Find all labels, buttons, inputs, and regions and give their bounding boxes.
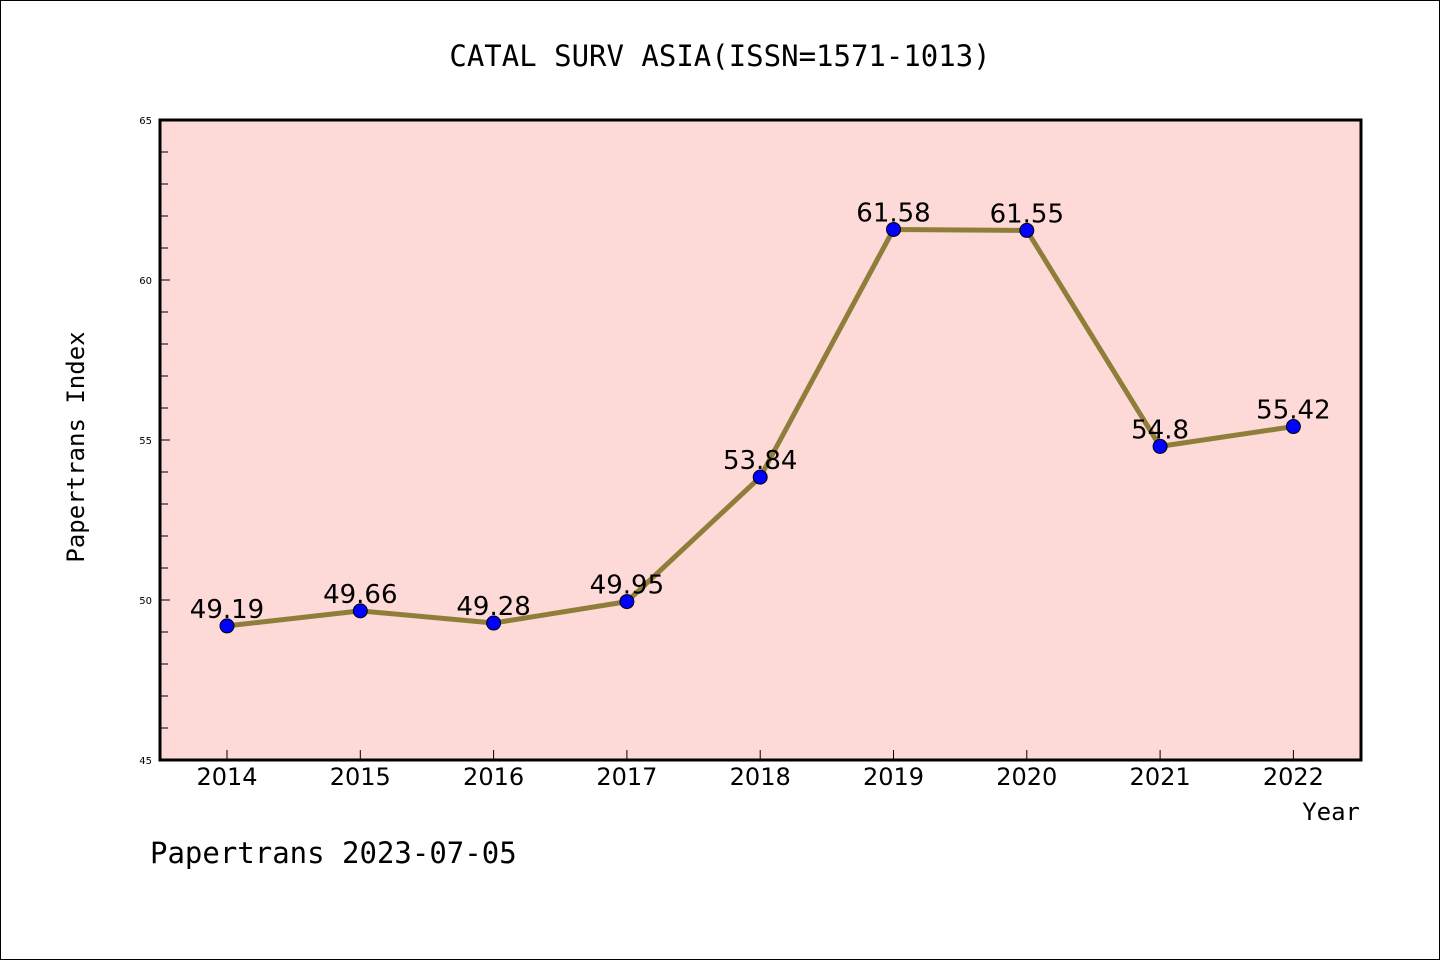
y-axis-label: Papertrans Index xyxy=(62,331,90,562)
data-point xyxy=(1285,419,1301,435)
data-point xyxy=(619,594,635,610)
series-line-group xyxy=(219,221,1301,634)
x-tick-label: 2018 xyxy=(730,763,791,791)
x-tick-label: 2020 xyxy=(996,763,1057,791)
x-tick-label: 2015 xyxy=(330,763,391,791)
x-tick-label: 2016 xyxy=(463,763,524,791)
data-label: 54.8 xyxy=(1131,415,1189,445)
y-tick-label: 60 xyxy=(139,276,152,287)
data-label-group: 49.19 49.66 49.28 49.95 53.84 61.58 61.55 54.8 5… xyxy=(190,198,1331,624)
data-label: 55.42 xyxy=(1256,396,1330,426)
data-point xyxy=(1019,222,1035,238)
x-tick-label: 2019 xyxy=(863,763,924,791)
x-tick-label: 2014 xyxy=(196,763,257,791)
data-label: 49.19 xyxy=(190,595,264,625)
data-point xyxy=(752,469,768,485)
data-label: 61.58 xyxy=(856,198,930,228)
data-label: 49.95 xyxy=(590,571,664,601)
data-label: 53.84 xyxy=(723,446,797,476)
x-tick-label: 2022 xyxy=(1263,763,1324,791)
x-axis-label: Year xyxy=(1302,798,1360,826)
data-label: 61.55 xyxy=(990,199,1064,229)
footer-text: Papertrans 2023-07-05 xyxy=(150,836,517,870)
x-axis-ticks: 2014 2015 2016 2017 2018 2019 2020 2021 2022 xyxy=(196,750,1324,791)
data-point xyxy=(1152,438,1168,454)
y-tick-label: 45 xyxy=(139,756,152,767)
data-point xyxy=(219,618,235,634)
data-point xyxy=(352,603,368,619)
y-tick-label: 55 xyxy=(139,436,152,447)
data-point xyxy=(886,221,901,237)
chart-title: CATAL SURV ASIA(ISSN=1571-1013) xyxy=(449,39,990,73)
y-axis-ticks: 45 50 55 60 65 xyxy=(139,116,170,767)
x-tick-label: 2021 xyxy=(1130,763,1191,791)
y-tick-label: 50 xyxy=(139,596,152,607)
y-tick-label: 65 xyxy=(139,116,152,127)
data-point xyxy=(486,615,502,631)
data-label: 49.28 xyxy=(456,592,530,622)
data-label: 49.66 xyxy=(323,580,397,610)
x-tick-label: 2017 xyxy=(596,763,657,791)
